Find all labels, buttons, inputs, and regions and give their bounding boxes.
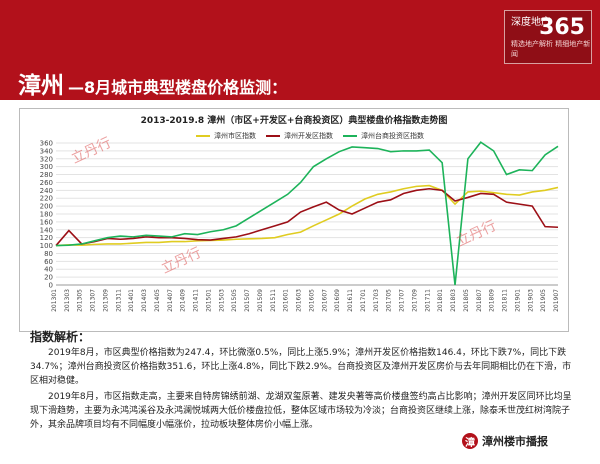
x-tick-label: 201501	[205, 289, 212, 312]
y-tick-label: 160	[40, 218, 53, 226]
y-tick-label: 280	[40, 171, 53, 179]
x-tick-label: 201305	[77, 289, 84, 312]
y-tick-label: 220	[40, 195, 53, 203]
x-tick-label: 201311	[115, 289, 122, 312]
x-tick-label: 201903	[527, 289, 534, 312]
brand-footer: 漳 漳州楼市播报	[462, 429, 582, 453]
x-tick-label: 201811	[502, 289, 509, 312]
x-tick-label: 201609	[334, 289, 341, 312]
x-tick-label: 201509	[257, 289, 264, 312]
x-tick-label: 201301	[51, 289, 58, 312]
x-tick-label: 201809	[489, 289, 496, 312]
legend-item-1: 漳州市区指数	[196, 131, 256, 141]
series-line-2	[55, 187, 559, 247]
chart-legend: 漳州市区指数 漳州开发区指数 漳州台商投资区指数	[196, 131, 424, 141]
y-tick-label: 180	[40, 211, 53, 219]
x-tick-label: 201711	[424, 289, 431, 312]
chart-svg: 0204060801001201401601802002202402602803…	[40, 140, 560, 312]
y-tick-label: 260	[40, 179, 53, 187]
analysis-heading: 指数解析：	[30, 330, 91, 344]
x-tick-label: 201603	[296, 289, 303, 312]
chart-title: 2013-2019.8 漳州（市区+开发区+台商投资区）典型楼盘价格指数走势图	[140, 116, 448, 126]
x-tick-label: 201405	[154, 289, 161, 312]
y-tick-label: 40	[44, 266, 53, 274]
x-tick-label: 201905	[540, 289, 547, 312]
x-tick-label: 201805	[463, 289, 470, 312]
price-index-chart: 2013-2019.8 漳州（市区+开发区+台商投资区）典型楼盘价格指数走势图 …	[19, 108, 569, 332]
header-band	[0, 0, 600, 100]
y-tick-label: 200	[40, 203, 53, 211]
x-tick-label: 201709	[411, 289, 418, 312]
y-tick-label: 340	[40, 147, 53, 155]
logo-number: 365	[539, 15, 585, 40]
x-tick-label: 201303	[64, 289, 71, 312]
y-tick-label: 240	[40, 187, 53, 195]
x-tick-label: 201803	[450, 289, 457, 312]
x-tick-label: 201705	[386, 289, 393, 312]
analysis-paragraph-1: 2019年8月，市区典型价格指数为247.4，环比微涨0.5%，同比上涨5.9%…	[30, 348, 572, 386]
legend-item-3: 漳州台商投资区指数	[343, 131, 424, 141]
x-tick-label: 201401	[128, 289, 135, 312]
y-tick-label: 300	[40, 163, 53, 171]
x-tick-label: 201611	[347, 289, 354, 312]
x-tick-label: 201507	[244, 289, 251, 312]
x-tick-label: 201601	[283, 289, 290, 312]
x-tick-label: 201407	[167, 289, 174, 312]
x-tick-label: 201503	[218, 289, 225, 312]
x-tick-label: 201511	[270, 289, 277, 312]
x-tick-label: 201309	[102, 289, 109, 312]
x-tick-label: 201801	[437, 289, 444, 312]
x-tick-label: 201505	[231, 289, 238, 312]
y-tick-label: 0	[49, 282, 53, 290]
x-tick-label: 201901	[514, 289, 521, 312]
legend-item-2: 漳州开发区指数	[266, 131, 333, 141]
x-tick-label: 201605	[308, 289, 315, 312]
page-title: 漳州 —8月城市典型楼盘价格监测：	[18, 66, 287, 100]
logo-subtitle: 精选地产解析 精细地产新闻	[511, 40, 591, 58]
brand-logo: 深度地产 365 精选地产解析 精细地产新闻	[504, 10, 592, 64]
x-tick-label: 201409	[180, 289, 187, 312]
x-tick-label: 201307	[90, 289, 97, 312]
y-tick-label: 80	[44, 250, 53, 258]
series-line-1	[55, 184, 559, 247]
x-tick-label: 201701	[360, 289, 367, 312]
logo-text: 深度地产	[511, 17, 551, 28]
brand-badge-icon: 漳	[462, 433, 478, 449]
y-tick-label: 140	[40, 226, 53, 234]
analysis-section: 指数解析： 2019年8月，市区典型价格指数为247.4，环比微涨0.5%，同比…	[30, 330, 575, 434]
analysis-paragraph-2: 2019年8月，市区指数走高，主要来自特房锦绣前湖、龙湖双玺原著、建发央著等高价…	[30, 392, 572, 430]
x-tick-label: 201607	[321, 289, 328, 312]
y-tick-label: 120	[40, 234, 53, 242]
city-title: 漳州	[18, 73, 64, 99]
series-line-3	[55, 141, 559, 286]
brand-name: 漳州楼市播报	[482, 435, 548, 448]
y-tick-label: 60	[44, 258, 53, 266]
x-tick-label: 201403	[141, 289, 148, 312]
x-tick-label: 201907	[553, 289, 560, 312]
y-tick-label: 20	[44, 274, 53, 282]
title-rest: —8月城市典型楼盘价格监测：	[68, 78, 288, 97]
y-tick-label: 320	[40, 155, 53, 163]
y-tick-label: 100	[40, 242, 53, 250]
x-tick-label: 201807	[476, 289, 483, 312]
x-tick-label: 201411	[193, 289, 200, 312]
x-tick-label: 201703	[373, 289, 380, 312]
x-tick-label: 201707	[399, 289, 406, 312]
y-tick-label: 360	[40, 140, 53, 148]
